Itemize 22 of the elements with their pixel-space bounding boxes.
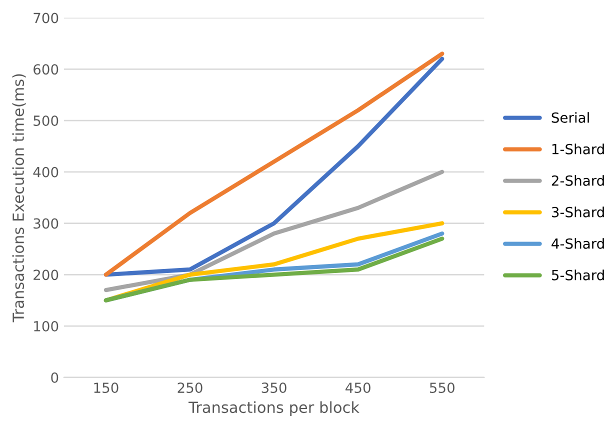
y-tick-label: 200	[34, 270, 58, 280]
y-tick-label: 300	[34, 218, 58, 229]
legend-label: Serial	[552, 112, 589, 123]
legend-label: 3-Shard	[552, 206, 604, 218]
y-tick-label: 400	[33, 166, 58, 178]
x-tick-label: 350	[262, 382, 286, 394]
y-tick-label: 700	[34, 12, 58, 24]
line-series	[104, 170, 444, 292]
y-axis-title: Transactions Execution time(ms)	[12, 74, 26, 322]
y-tick-label: 500	[34, 115, 58, 126]
y-tick-label: 0	[51, 372, 58, 383]
x-tick-label: 250	[178, 382, 202, 394]
y-tick-label: 600	[34, 64, 58, 75]
x-tick-label: 150	[94, 382, 118, 394]
legend-label: 1-Shard	[552, 144, 604, 154]
x-tick-label: 450	[346, 382, 370, 394]
legend-label: 4-Shard	[552, 238, 604, 249]
legend-label: 5-Shard	[552, 270, 604, 280]
y-tick-label: 100	[34, 320, 58, 332]
legend-label: 2-Shard	[552, 175, 604, 186]
x-tick-label: 550	[430, 382, 454, 394]
x-axis-title: Transactions per block	[188, 401, 360, 416]
